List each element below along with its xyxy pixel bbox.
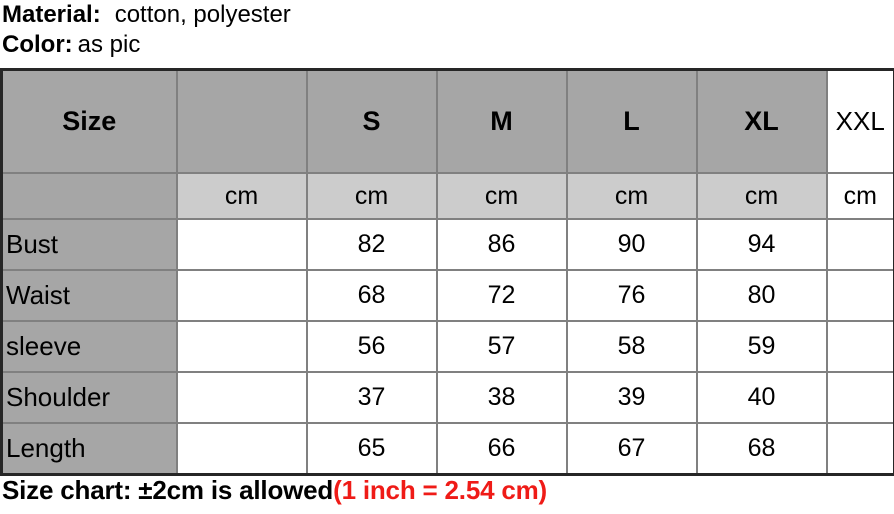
unit-cell-xxl: cm	[825, 172, 894, 220]
cell-bust-xl: 94	[695, 218, 828, 271]
color-line: Color: as pic	[0, 30, 894, 60]
cell-length-s: 65	[305, 422, 438, 476]
table-unit-row: cm cm cm cm cm cm	[0, 172, 894, 220]
cell-waist-blank	[175, 269, 308, 322]
material-value: cotton, polyester	[114, 1, 291, 28]
unit-cell-m: cm	[435, 172, 568, 220]
table-row: Shoulder 37 38 39 40	[0, 371, 894, 424]
unit-cell-s: cm	[305, 172, 438, 220]
unit-cell-col1: cm	[175, 172, 308, 220]
header-cell-blank	[175, 68, 308, 174]
header-cell-m: M	[435, 68, 568, 174]
header-cell-xxl: XXL	[825, 68, 894, 174]
cell-waist-xl: 80	[695, 269, 828, 322]
table-row: Length 65 66 67 68	[0, 422, 894, 476]
size-chart-table-wrap: Size S M L XL XXL cm cm cm cm cm cm	[0, 68, 894, 476]
unit-cell-blank	[0, 172, 178, 220]
cell-length-m: 66	[435, 422, 568, 476]
cell-shoulder-xl: 40	[695, 371, 828, 424]
header-cell-s: S	[305, 68, 438, 174]
cell-bust-m: 86	[435, 218, 568, 271]
size-chart-table: Size S M L XL XXL cm cm cm cm cm cm	[0, 68, 894, 476]
cell-bust-s: 82	[305, 218, 438, 271]
cell-waist-l: 76	[565, 269, 698, 322]
header-cell-xl: XL	[695, 68, 828, 174]
cell-sleeve-xl: 59	[695, 320, 828, 373]
unit-cell-l: cm	[565, 172, 698, 220]
cell-sleeve-s: 56	[305, 320, 438, 373]
cell-sleeve-m: 57	[435, 320, 568, 373]
cell-length-blank	[175, 422, 308, 476]
cell-waist-m: 72	[435, 269, 568, 322]
cell-waist-s: 68	[305, 269, 438, 322]
product-info-block: Material: cotton, polyester Color: as pic	[0, 0, 894, 60]
cell-waist-xxl	[825, 269, 894, 322]
table-header-row: Size S M L XL XXL	[0, 68, 894, 174]
table-row: Bust 82 86 90 94	[0, 218, 894, 271]
table-row: Waist 68 72 76 80	[0, 269, 894, 322]
color-label: Color:	[2, 31, 73, 58]
cell-bust-l: 90	[565, 218, 698, 271]
size-note-black: Size chart: ±2cm is allowed	[2, 475, 334, 505]
cell-bust-xxl	[825, 218, 894, 271]
cell-sleeve-l: 58	[565, 320, 698, 373]
cell-bust-blank	[175, 218, 308, 271]
cell-shoulder-l: 39	[565, 371, 698, 424]
cell-sleeve-blank	[175, 320, 308, 373]
cell-length-l: 67	[565, 422, 698, 476]
row-label-bust: Bust	[0, 218, 178, 271]
row-label-waist: Waist	[0, 269, 178, 322]
material-label: Material:	[2, 1, 101, 28]
material-line: Material: cotton, polyester	[0, 0, 894, 30]
size-note-red: (1 inch = 2.54 cm)	[333, 475, 547, 505]
cell-shoulder-xxl	[825, 371, 894, 424]
table-row: sleeve 56 57 58 59	[0, 320, 894, 373]
cell-shoulder-blank	[175, 371, 308, 424]
header-cell-l: L	[565, 68, 698, 174]
cell-sleeve-xxl	[825, 320, 894, 373]
cell-length-xxl	[825, 422, 894, 476]
cell-length-xl: 68	[695, 422, 828, 476]
unit-cell-xl: cm	[695, 172, 828, 220]
cell-shoulder-m: 38	[435, 371, 568, 424]
row-label-length: Length	[0, 422, 178, 476]
color-value: as pic	[77, 31, 141, 58]
row-label-shoulder: Shoulder	[0, 371, 178, 424]
row-label-sleeve: sleeve	[0, 320, 178, 373]
header-cell-size: Size	[0, 68, 178, 174]
cell-shoulder-s: 37	[305, 371, 438, 424]
size-note-footer: Size chart: ±2cm is allowed(1 inch = 2.5…	[0, 468, 894, 512]
